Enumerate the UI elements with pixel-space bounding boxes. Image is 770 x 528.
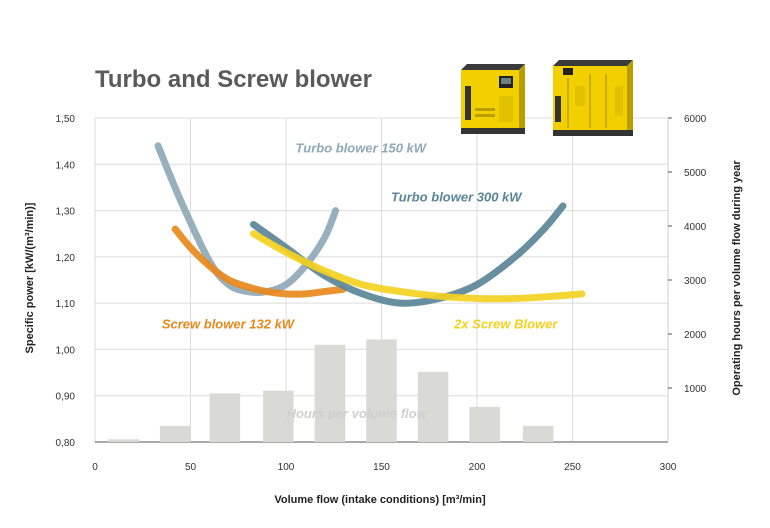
y2-tick-label: 2000 bbox=[684, 330, 707, 341]
y2-tick-label: 6000 bbox=[684, 114, 707, 125]
x-axis-label: Volume flow (intake conditions) [m³/min] bbox=[274, 494, 486, 506]
x-tick-label: 50 bbox=[185, 462, 197, 473]
hours-bar bbox=[522, 425, 554, 442]
x-tick-label: 250 bbox=[564, 462, 581, 473]
series-line-screw132 bbox=[171, 225, 347, 298]
y2-tick-label: 5000 bbox=[684, 168, 707, 179]
hours-bar bbox=[469, 406, 500, 442]
x-tick-label: 150 bbox=[373, 462, 390, 473]
hours-bar bbox=[366, 339, 397, 442]
hours-bar bbox=[263, 390, 294, 442]
turbo-blower-machine bbox=[461, 64, 525, 134]
series-line-turbo300 bbox=[250, 202, 567, 307]
y-tick-label: 1,50 bbox=[56, 114, 76, 125]
series-line-turbo150 bbox=[154, 142, 340, 296]
curves bbox=[154, 142, 586, 307]
y-tick-label: 1,20 bbox=[56, 253, 76, 264]
y2-axis-label: Operating hours per volume flow during y… bbox=[731, 160, 743, 396]
series-label-screw132: Screw blower 132 kW bbox=[162, 317, 296, 332]
blower-machines-illustration bbox=[461, 60, 633, 136]
y-tick-label: 1,00 bbox=[56, 345, 76, 356]
y-tick-label: 0,80 bbox=[56, 438, 76, 449]
screw-blower-machine bbox=[553, 60, 633, 136]
y-tick-label: 1,10 bbox=[56, 299, 76, 310]
series-label-turbo150: Turbo blower 150 kW bbox=[296, 141, 428, 156]
y-tick-label: 1,40 bbox=[56, 160, 76, 171]
hours-series-label: Hours per volume flow bbox=[287, 406, 428, 421]
hours-bar bbox=[159, 425, 191, 442]
y-tick-label: 0,90 bbox=[56, 392, 76, 403]
x-tick-label: 100 bbox=[278, 462, 295, 473]
x-tick-label: 300 bbox=[660, 462, 677, 473]
y2-tick-label: 1000 bbox=[684, 384, 707, 395]
hours-bar bbox=[108, 439, 139, 442]
y2-tick-label: 4000 bbox=[684, 222, 707, 233]
y2-tick-labels: 1000 2000 3000 4000 5000 6000 bbox=[684, 114, 707, 395]
y-axis-label: Specific power [kW/(m³/min)] bbox=[24, 202, 36, 353]
x-tick-label: 0 bbox=[92, 462, 98, 473]
y-tick-label: 1,30 bbox=[56, 207, 76, 218]
x-tick-label: 200 bbox=[469, 462, 486, 473]
y-tick-labels: 0,80 0,90 1,00 1,10 1,20 1,30 1,40 1,50 bbox=[56, 114, 76, 449]
x-tick-labels: 0 50 100 150 200 250 300 bbox=[92, 462, 677, 473]
hours-bar bbox=[314, 344, 346, 442]
hours-bar bbox=[417, 371, 449, 442]
series-label-screw2x: 2x Screw Blower bbox=[453, 317, 558, 332]
y2-tick-label: 3000 bbox=[684, 276, 707, 287]
curve-labels: Turbo blower 150 kW Turbo blower 300 kW Sc… bbox=[162, 141, 558, 332]
chart-title: Turbo and Screw blower bbox=[95, 66, 372, 93]
hours-bars bbox=[108, 339, 554, 442]
series-label-turbo300: Turbo blower 300 kW bbox=[391, 189, 523, 204]
series-line-screw2x bbox=[250, 230, 586, 303]
hours-bar bbox=[209, 393, 241, 442]
